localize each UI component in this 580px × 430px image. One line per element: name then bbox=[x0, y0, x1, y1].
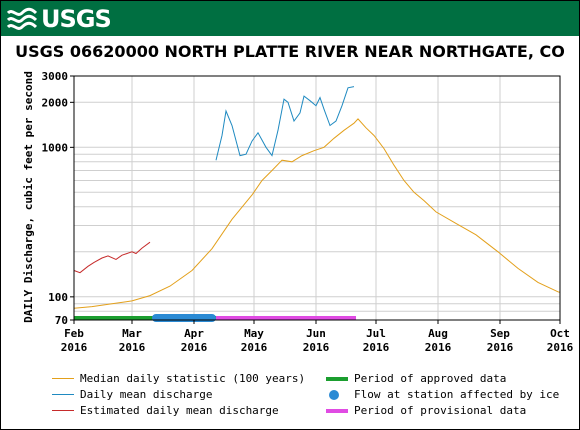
legend-label: Period of provisional data bbox=[354, 404, 527, 417]
x-tick-month: Apr bbox=[184, 327, 204, 340]
legend-label: Median daily statistic (100 years) bbox=[80, 372, 306, 385]
legend-dot-swatch bbox=[329, 390, 339, 400]
legend-line-swatch bbox=[52, 410, 74, 411]
legend-label: Period of approved data bbox=[354, 372, 507, 385]
y-tick-label: 70 bbox=[55, 314, 68, 327]
series-lines bbox=[73, 86, 561, 309]
daily-mean-discharge-line bbox=[215, 86, 355, 161]
x-tick-year: 2016 bbox=[181, 341, 208, 354]
x-tick-year: 2016 bbox=[61, 341, 88, 354]
x-tick-month: Mar bbox=[122, 327, 142, 340]
x-tick-month: Oct bbox=[550, 327, 570, 340]
legend-bar-swatch bbox=[326, 409, 348, 413]
y-tick-label: 3000 bbox=[42, 70, 69, 83]
usgs-logo[interactable]: USGS bbox=[6, 5, 112, 33]
ice-affected-bar bbox=[152, 314, 216, 322]
x-tick-year: 2016 bbox=[487, 341, 514, 354]
x-tick-month: Feb bbox=[64, 327, 84, 340]
approved-data-bar bbox=[74, 316, 216, 320]
usgs-logo-text: USGS bbox=[41, 5, 112, 33]
y-tick-label: 100 bbox=[48, 291, 68, 304]
provisional-data-bar bbox=[216, 316, 356, 320]
chart-grid bbox=[73, 75, 561, 321]
legend-bar-swatch bbox=[326, 377, 348, 381]
chart-legend: Median daily statistic (100 years) Period… bbox=[0, 370, 580, 426]
data-period-bars bbox=[74, 314, 356, 322]
x-tick-month: Jul bbox=[366, 327, 386, 340]
legend-label: Estimated daily mean discharge bbox=[80, 404, 279, 417]
x-tick-year: 2016 bbox=[425, 341, 452, 354]
plot-area bbox=[73, 75, 561, 321]
chart-title: USGS 06620000 NORTH PLATTE RIVER NEAR NO… bbox=[15, 42, 565, 61]
x-tick-year: 2016 bbox=[547, 341, 574, 354]
usgs-banner: USGS bbox=[1, 1, 579, 36]
y-axis-ticks: 3000 2000 1000 100 70 bbox=[42, 70, 74, 327]
legend-line-swatch bbox=[52, 378, 74, 379]
legend-line-swatch bbox=[52, 394, 74, 395]
x-tick-month: Jun bbox=[306, 327, 326, 340]
y-axis-label: DAILY Discharge, cubic feet per second bbox=[22, 71, 35, 323]
y-tick-label: 2000 bbox=[42, 96, 69, 109]
legend-label: Daily mean discharge bbox=[80, 388, 213, 401]
usgs-wave-icon bbox=[6, 7, 38, 30]
y-tick-label: 1000 bbox=[42, 141, 69, 154]
median-daily-line bbox=[73, 118, 561, 309]
estimated-discharge-line bbox=[73, 241, 151, 274]
x-tick-year: 2016 bbox=[119, 341, 146, 354]
x-tick-month: Aug bbox=[428, 327, 448, 340]
x-tick-year: 2016 bbox=[241, 341, 268, 354]
x-tick-month: May bbox=[244, 327, 264, 340]
x-axis-ticks: Feb2016Mar2016Apr2016May2016Jun2016Jul20… bbox=[61, 320, 574, 354]
legend-label: Flow at station affected by ice bbox=[354, 388, 560, 401]
x-tick-month: Sep bbox=[490, 327, 510, 340]
x-tick-year: 2016 bbox=[303, 341, 330, 354]
x-tick-year: 2016 bbox=[363, 341, 390, 354]
